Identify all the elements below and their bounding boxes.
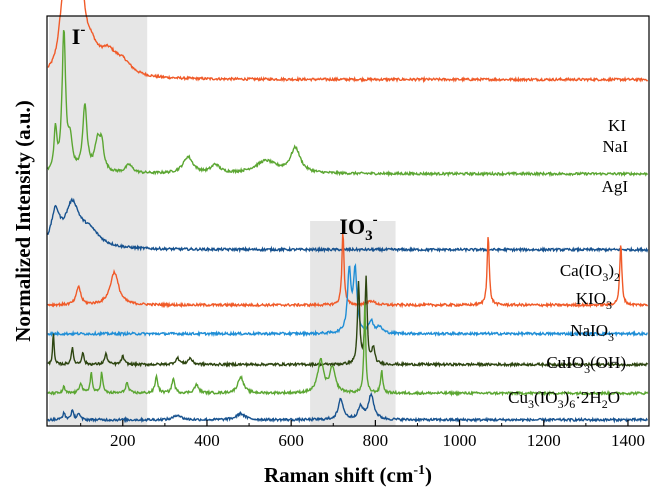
- x-tick-label: 600: [278, 431, 304, 450]
- region-label-1: I-: [72, 22, 86, 49]
- x-tick-label: 400: [194, 431, 220, 450]
- series-line-agi: [47, 197, 649, 254]
- series-label-naio3: NaIO3: [570, 321, 614, 344]
- series-label-agi: AgI: [602, 177, 629, 196]
- series-label-ki: KI: [608, 116, 626, 135]
- x-tick-label: 200: [110, 431, 136, 450]
- series-line-cuio3-oh-: [47, 303, 649, 397]
- series-label-cu3-io3-6-2h2o: Cu3(IO3)6·2H2O: [508, 388, 620, 411]
- plot-frame: [46, 15, 650, 427]
- x-axis-title: Raman shift (cm-1): [264, 463, 432, 487]
- series-line-ki: [47, 0, 649, 84]
- series-label-nai: NaI: [603, 137, 629, 156]
- shaded-region-2: [310, 221, 396, 426]
- y-axis-title: Normalized Intensity (a.u.): [11, 100, 35, 341]
- series-label-ca-io3-2: Ca(IO3)2: [560, 261, 620, 284]
- x-tick-label: 1400: [611, 431, 645, 450]
- x-tick-label: 800: [363, 431, 389, 450]
- series-label-kio3: KIO3: [576, 289, 612, 312]
- x-tick-label: 1000: [443, 431, 477, 450]
- x-tick-label: 1200: [527, 431, 561, 450]
- region-label-2: IO3-: [339, 212, 377, 244]
- series-label-cuio3-oh-: CuIO3(OH): [546, 353, 626, 376]
- series-line-naio3: [47, 275, 649, 369]
- series-line-nai: [47, 29, 649, 178]
- series-line-kio3: [47, 263, 648, 338]
- series-line-cu3-io3-6-2h2o: [47, 391, 649, 424]
